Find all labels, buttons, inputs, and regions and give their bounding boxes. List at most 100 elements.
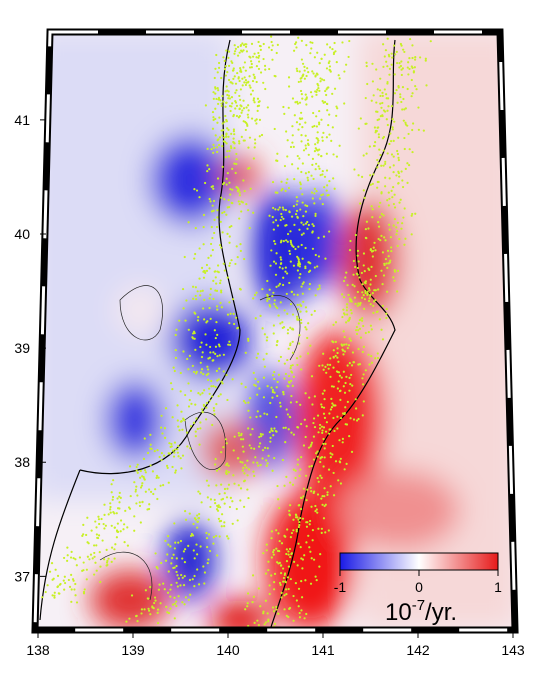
quake xyxy=(240,433,243,437)
quake xyxy=(247,337,250,340)
quake xyxy=(281,321,284,324)
quake xyxy=(218,367,221,370)
quake xyxy=(312,72,315,75)
quake xyxy=(179,420,183,423)
quake xyxy=(97,518,101,521)
quake xyxy=(152,492,155,496)
quake xyxy=(257,51,260,55)
quake xyxy=(314,575,317,578)
quake xyxy=(312,458,316,461)
quake xyxy=(115,512,118,515)
quake xyxy=(184,510,187,513)
quake xyxy=(310,505,313,508)
quake xyxy=(320,527,323,530)
quake xyxy=(296,269,299,272)
quake xyxy=(376,166,379,169)
quake xyxy=(220,513,224,516)
quake xyxy=(167,543,170,546)
quake xyxy=(179,390,182,393)
quake xyxy=(247,104,250,107)
colorbar-tick-label: 0 xyxy=(415,579,423,595)
quake xyxy=(317,139,320,142)
quake xyxy=(352,418,356,421)
quake xyxy=(200,371,203,374)
quake xyxy=(362,264,365,267)
quake xyxy=(82,561,85,564)
quake xyxy=(187,328,190,331)
quake xyxy=(390,105,394,108)
quake xyxy=(268,431,271,434)
quake xyxy=(358,327,362,330)
quake xyxy=(263,446,267,449)
quake xyxy=(217,517,220,520)
quake xyxy=(265,549,268,552)
quake xyxy=(272,324,275,327)
quake xyxy=(276,306,279,310)
quake xyxy=(279,241,283,244)
quake xyxy=(406,66,409,69)
quake xyxy=(279,256,282,259)
quake xyxy=(301,292,304,295)
quake xyxy=(336,387,339,390)
quake xyxy=(316,137,319,140)
quake xyxy=(262,610,265,613)
y-tick-label: 37 xyxy=(14,568,30,584)
quake xyxy=(279,355,283,359)
quake xyxy=(355,419,359,422)
quake xyxy=(362,324,365,328)
quake xyxy=(185,299,188,302)
quake xyxy=(296,426,300,429)
quake xyxy=(338,144,341,147)
quake xyxy=(284,266,287,269)
quake xyxy=(331,47,334,51)
quake xyxy=(274,262,278,265)
quake xyxy=(354,302,357,305)
quake xyxy=(329,69,332,72)
quake xyxy=(388,142,391,146)
quake xyxy=(245,106,248,109)
quake xyxy=(301,117,304,120)
quake xyxy=(227,97,230,100)
quake xyxy=(159,484,162,487)
quake xyxy=(355,325,359,329)
quake xyxy=(335,105,338,108)
quake xyxy=(272,291,275,294)
quake xyxy=(216,102,220,106)
quake xyxy=(350,312,353,315)
quake xyxy=(184,319,187,322)
quake xyxy=(333,187,336,190)
quake xyxy=(284,189,287,193)
quake xyxy=(136,463,139,466)
quake xyxy=(299,468,302,471)
quake xyxy=(217,61,221,65)
quake xyxy=(268,297,271,301)
quake xyxy=(385,60,388,63)
quake xyxy=(232,113,235,117)
quake xyxy=(332,366,335,369)
quake xyxy=(283,484,286,487)
quake xyxy=(166,553,169,556)
quake xyxy=(315,508,318,511)
quake xyxy=(196,568,199,571)
quake xyxy=(215,225,219,229)
quake xyxy=(389,132,392,135)
quake xyxy=(307,534,310,537)
quake xyxy=(126,526,129,529)
quake xyxy=(315,115,318,118)
quake xyxy=(380,106,383,109)
quake xyxy=(173,441,177,444)
quake xyxy=(356,249,360,253)
quake xyxy=(62,556,66,560)
quake xyxy=(359,202,362,205)
quake xyxy=(378,318,381,321)
quake xyxy=(381,101,384,105)
quake xyxy=(297,128,300,131)
quake xyxy=(319,553,322,556)
quake xyxy=(241,461,244,464)
quake xyxy=(320,403,323,406)
quake xyxy=(312,421,315,425)
quake xyxy=(350,364,354,367)
quake xyxy=(361,317,364,320)
quake xyxy=(226,172,229,175)
quake xyxy=(271,606,275,609)
